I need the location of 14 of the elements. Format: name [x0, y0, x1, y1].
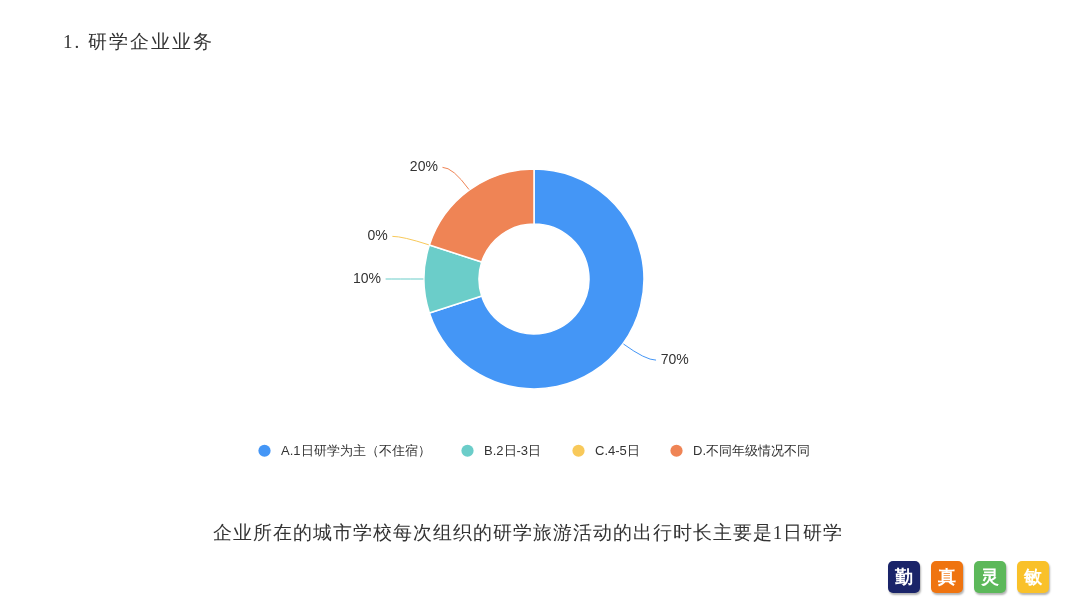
data-label: 10%: [352, 270, 381, 286]
text: 敏: [1017, 561, 1049, 593]
text: 勤: [888, 561, 920, 593]
legend-label: D.不同年级情况不同: [693, 442, 810, 458]
text: 企业所在的城市学校每次组织的研学旅游活动的出行时长主要是1日研学: [212, 521, 844, 545]
text: 真: [931, 561, 963, 593]
data-label: 20%: [409, 158, 438, 175]
legend-label: C.4-5日: [595, 442, 640, 458]
legend-label: A.1日研学为主（不住宿）: [281, 442, 431, 458]
data-label: 70%: [660, 351, 689, 368]
chart-title: 1. 研学企业业务: [63, 30, 214, 54]
text: 0%: [367, 227, 388, 244]
legend-label: B.2日-3日: [484, 442, 542, 458]
text: 灵: [974, 561, 1006, 593]
